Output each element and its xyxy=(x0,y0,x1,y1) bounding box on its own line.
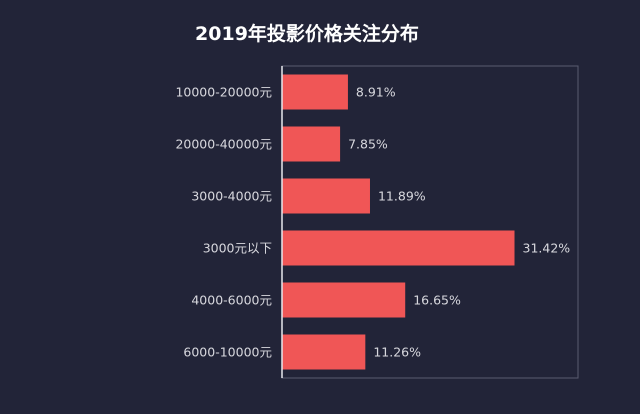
value-label: 16.65% xyxy=(413,293,461,308)
bar xyxy=(282,230,515,266)
value-label: 7.85% xyxy=(348,137,388,152)
category-label: 6000-10000元 xyxy=(183,345,272,360)
category-label: 20000-40000元 xyxy=(175,137,272,152)
category-label: 3000-4000元 xyxy=(191,189,272,204)
bar xyxy=(282,178,370,214)
value-label: 11.26% xyxy=(373,345,421,360)
bar xyxy=(282,74,348,110)
bar xyxy=(282,282,406,318)
category-labels: 10000-20000元 20000-40000元 3000-4000元 3000元以… xyxy=(175,85,272,360)
category-label: 10000-20000元 xyxy=(175,85,272,100)
plot-frame xyxy=(281,65,579,379)
value-label: 11.89% xyxy=(378,189,426,204)
category-label: 4000-6000元 xyxy=(191,293,272,308)
bars-group xyxy=(282,74,515,370)
value-label: 31.42% xyxy=(523,241,571,256)
bar xyxy=(282,334,366,370)
bar xyxy=(282,126,341,162)
category-label: 3000元以下 xyxy=(203,241,272,256)
value-labels: 8.91% 7.85% 11.89% 31.42% 16.65% 11.26% xyxy=(348,85,570,360)
chart-title: 2019年投影价格关注分布 xyxy=(195,22,419,45)
value-label: 8.91% xyxy=(356,85,396,100)
